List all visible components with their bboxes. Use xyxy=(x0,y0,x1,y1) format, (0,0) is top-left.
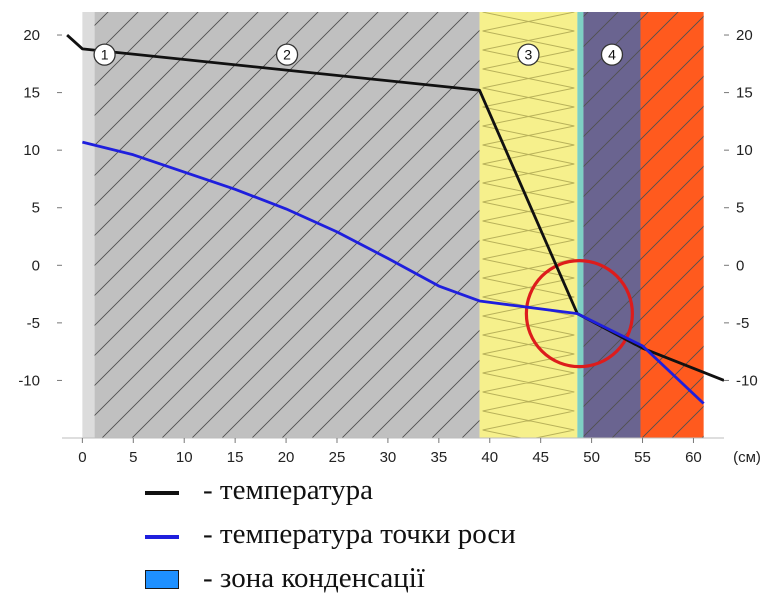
x-tick-label: 15 xyxy=(227,449,244,465)
x-tick-label: 40 xyxy=(481,449,498,465)
x-tick-label: 25 xyxy=(329,449,346,465)
y-tick-label-left: 10 xyxy=(23,142,40,159)
x-tick-label: 20 xyxy=(278,449,295,465)
y-tick-label-left: 0 xyxy=(32,257,40,274)
layer-label-4: 4 xyxy=(608,47,616,63)
y-tick-label-right: 10 xyxy=(736,142,753,159)
y-tick-label-left: 20 xyxy=(23,27,40,44)
x-tick-label: 10 xyxy=(176,449,193,465)
y-tick-label-left: -10 xyxy=(18,372,40,389)
layer-labels: 1 2 3 4 xyxy=(93,43,624,66)
legend-label-condensation-zone: - зона конденсації xyxy=(203,562,425,594)
y-tick-label-right: 15 xyxy=(736,85,753,102)
y-tick-label-right: -5 xyxy=(736,315,749,332)
y-tick-label-right: 0 xyxy=(736,257,744,274)
legend-swatch-temperature xyxy=(145,491,179,495)
condensation-highlight xyxy=(524,259,634,369)
y-tick-label-right: 20 xyxy=(736,27,753,44)
x-tick-label: 5 xyxy=(129,449,137,465)
series-line-0 xyxy=(66,33,724,382)
legend-label-temperature: - температура xyxy=(203,474,373,506)
x-tick-label: 50 xyxy=(583,449,600,465)
layer-rect-0 xyxy=(82,12,95,438)
series-lines xyxy=(66,33,724,405)
layer-label-2: 2 xyxy=(283,47,291,63)
x-axis-unit: (см) xyxy=(733,449,761,465)
series-line-1 xyxy=(82,140,705,405)
x-tick-label: 45 xyxy=(532,449,549,465)
legend-swatch-dew-point xyxy=(145,535,179,539)
layer-label-circle-2 xyxy=(275,43,299,66)
y-tick-label-left: -5 xyxy=(27,315,40,332)
layer-hatch-1 xyxy=(94,12,480,438)
legend-label-dew-point: - температура точки роси xyxy=(203,518,516,550)
layer-label-circle-1 xyxy=(93,43,116,66)
x-tick-label: 0 xyxy=(78,449,86,465)
legend-swatch-condensation-zone xyxy=(145,570,179,589)
y-tick-label-left: 5 xyxy=(32,200,40,217)
highlight-circle xyxy=(524,259,634,369)
x-tick-label: 55 xyxy=(634,449,651,465)
layer-label-1: 1 xyxy=(101,47,109,63)
layer-label-circle-3 xyxy=(517,43,540,66)
layer-rect-2 xyxy=(479,12,578,438)
y-tick-label-right: 5 xyxy=(736,200,744,217)
y-tick-label-left: 15 xyxy=(23,85,40,102)
layer-hatch-4 xyxy=(583,12,641,438)
layer-rect-3 xyxy=(577,12,584,438)
x-tick-label: 30 xyxy=(380,449,397,465)
x-tick-label: 35 xyxy=(430,449,447,465)
y-tick-label-right: -10 xyxy=(736,372,758,389)
x-tick-label: 60 xyxy=(685,449,702,465)
layer-label-circle-4 xyxy=(600,43,624,66)
layer-label-3: 3 xyxy=(525,47,533,63)
